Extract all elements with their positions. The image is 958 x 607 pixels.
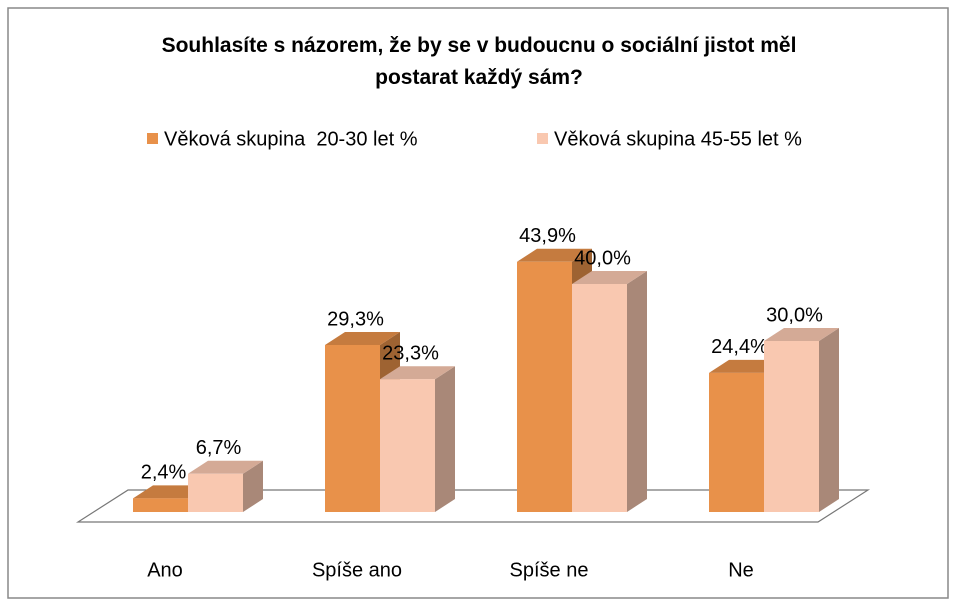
bar-top — [325, 331, 400, 345]
x-tick-label: Ne — [728, 559, 754, 581]
bar — [572, 284, 627, 512]
bar-top — [380, 366, 455, 380]
bar — [133, 498, 188, 512]
legend-label: Věková skupina 45-55 let % — [554, 128, 802, 150]
chart-title: Souhlasíte s názorem, že by se v budoucn… — [161, 34, 797, 89]
legend-swatch — [147, 133, 158, 144]
bar-side — [819, 328, 839, 512]
bar — [517, 261, 572, 512]
bar-top — [188, 460, 263, 474]
x-tick-label: Spíše ano — [312, 559, 402, 581]
bar — [709, 372, 764, 512]
legend-label: Věková skupina 20-30 let % — [164, 128, 418, 150]
bar — [325, 344, 380, 512]
x-tick-label: Ano — [147, 559, 183, 581]
data-label: 6,7% — [196, 437, 242, 459]
bar-top — [764, 328, 839, 341]
bar — [380, 379, 435, 512]
data-label: 29,3% — [327, 308, 384, 330]
bar-side — [243, 460, 263, 512]
floor — [75, 489, 871, 523]
legend-swatch — [537, 133, 548, 144]
data-label: 2,4% — [141, 462, 187, 484]
data-label: 23,3% — [382, 342, 439, 364]
data-label: 43,9% — [519, 225, 576, 247]
data-label: 40,0% — [574, 247, 631, 269]
bar-side — [627, 271, 647, 512]
bar — [188, 473, 243, 512]
bar-side — [435, 366, 455, 512]
data-label: 24,4% — [711, 336, 768, 358]
bar-top — [517, 248, 592, 262]
bar-top — [572, 271, 647, 284]
data-label: 30,0% — [766, 304, 823, 326]
bar — [764, 341, 819, 512]
x-tick-label: Spíše ne — [510, 559, 589, 581]
